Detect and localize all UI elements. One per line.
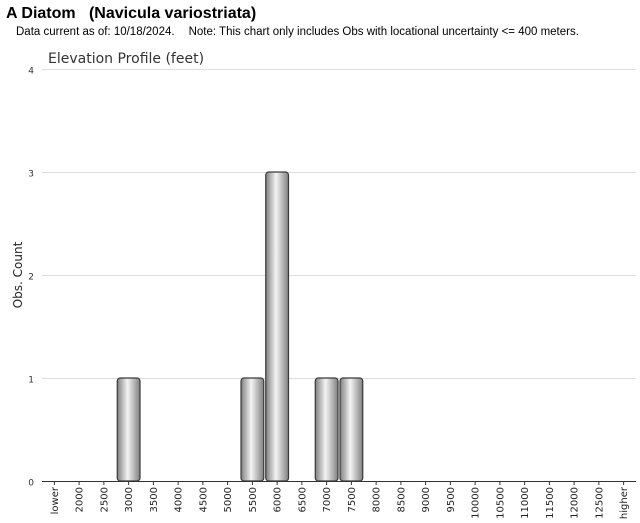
data-note: Data current as of: 10/18/2024. Note: Thi… (16, 26, 579, 38)
data-current-label: Data current as of: (16, 26, 111, 38)
x-tick-label: 11000 (520, 487, 531, 519)
bars (116, 171, 364, 482)
x-tick-label: 12500 (594, 487, 605, 519)
bar (240, 377, 265, 482)
bar (265, 171, 290, 482)
x-tick-label: 2000 (75, 487, 86, 512)
bar (314, 377, 339, 482)
y-tick-label: 4 (28, 67, 34, 77)
page-title: A Diatom (Navicula variostriata) (6, 5, 257, 22)
bar (116, 377, 141, 482)
x-tick-label: 5500 (248, 487, 259, 512)
gridlines (42, 69, 636, 379)
x-tick-label: 5000 (223, 487, 234, 512)
x-tick-label: 2500 (99, 487, 110, 512)
x-tick-label: 6500 (297, 487, 308, 512)
x-tick-label: 4500 (198, 487, 209, 512)
x-tick-label: 6000 (273, 487, 284, 512)
x-tick-label: 10000 (471, 487, 482, 519)
y-tick-label: 0 (28, 479, 34, 489)
y-tick-label: 3 (28, 170, 34, 180)
y-tick-label: 1 (28, 376, 34, 386)
x-tick-label: 11500 (545, 487, 556, 519)
y-axis-label: Obs. Count (11, 241, 25, 308)
x-tick-label: 9000 (421, 487, 432, 512)
x-tick-label: 4000 (174, 487, 185, 512)
x-tick-label: 8000 (372, 487, 383, 512)
x-tick-label: 3000 (124, 487, 135, 512)
y-tick-labels: 0 1 2 3 4 (28, 67, 34, 489)
x-tick-label: 9500 (446, 487, 457, 512)
x-tick-labels: lower 2000 2500 3000 3500 4000 4500 5000 5500 600… (50, 481, 630, 519)
x-tick-label: 7500 (347, 487, 358, 512)
x-tick-label: 7000 (322, 487, 333, 512)
y-tick-label: 2 (28, 273, 34, 283)
chart-title: Elevation Profile (feet) (48, 51, 204, 67)
bar (339, 377, 364, 482)
x-tick-label: 10500 (495, 487, 506, 519)
x-tick-label: 8500 (396, 487, 407, 512)
x-tick-label: 12000 (570, 487, 581, 519)
x-tick-label: lower (50, 486, 61, 514)
x-tick-label: higher (619, 486, 630, 519)
data-current-date: 10/18/2024. (113, 26, 175, 38)
uncertainty-note: Note: This chart only includes Obs with … (188, 26, 579, 38)
x-tick-label: 3500 (149, 487, 160, 512)
